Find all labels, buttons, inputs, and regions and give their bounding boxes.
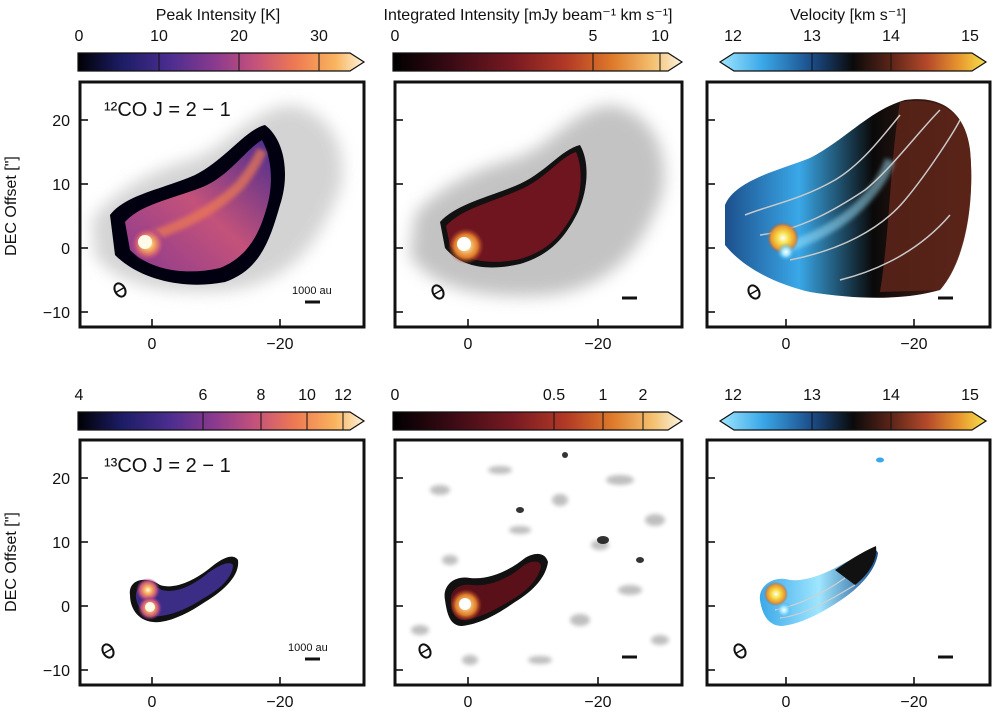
colorbar-integrated-13co: 0 0.5 1 2 <box>391 387 684 431</box>
colorbar-tick-label: 0 <box>391 387 400 404</box>
colorbar-peak-13co: 4 6 8 10 12 <box>75 387 366 431</box>
colorbar-tick-label: 12 <box>724 387 742 404</box>
x-tick-label: −20 <box>584 694 611 711</box>
scale-bar-label: 1000 au <box>288 642 328 654</box>
x-tick-label: −20 <box>900 694 927 711</box>
panel-frame <box>705 438 992 687</box>
colorbar-tick-label: 20 <box>230 28 248 45</box>
colorbar-gradient <box>392 52 684 72</box>
colorbar-velocity-13co: 12 13 14 15 <box>718 387 988 431</box>
x-tick-label: −20 <box>584 336 611 353</box>
panel-13co-peak-intensity: ¹³CO J = 2 − 1 1000 au <box>78 438 366 687</box>
colorbar-tick-label: 13 <box>803 387 821 404</box>
colorbar-tick-label: 4 <box>75 387 84 404</box>
colorbar-gradient <box>77 411 366 431</box>
x-tick-label: 0 <box>464 336 473 353</box>
colorbar-tick-label: 0 <box>391 28 400 45</box>
y-tick-label: 0 <box>61 599 70 616</box>
panel-12co-peak-intensity: ¹²CO J = 2 − 1 1000 au <box>78 80 366 329</box>
x-tick-label: 0 <box>782 336 791 353</box>
colorbar-peak-12co: Peak Intensity [K] 0 10 20 30 <box>75 7 366 72</box>
colorbar-tick-label: 5 <box>589 28 598 45</box>
x-tick-label: 0 <box>148 694 157 711</box>
panel-13co-integrated-intensity <box>393 438 684 687</box>
panel-frame <box>705 80 992 329</box>
panel-frame <box>78 80 366 329</box>
y-tick-label: 20 <box>52 471 70 488</box>
colorbar-gradient <box>392 411 684 431</box>
colorbar-title: Velocity [km s⁻¹] <box>790 7 906 24</box>
colorbar-tick-label: 6 <box>199 387 208 404</box>
colorbar-title: Integrated Intensity [mJy beam⁻¹ km s⁻¹] <box>384 7 673 24</box>
x-tick-label: −20 <box>900 336 927 353</box>
colorbar-tick-label: 14 <box>882 28 900 45</box>
molecule-label: ¹³CO J = 2 − 1 <box>104 455 231 477</box>
x-tick-label: 0 <box>464 694 473 711</box>
colorbar-tick-label: 10 <box>150 28 168 45</box>
colorbar-gradient <box>718 52 988 72</box>
panel-12co-velocity <box>705 80 992 329</box>
y-tick-label: −10 <box>43 663 70 680</box>
colorbar-gradient <box>718 411 988 431</box>
molecule-label: ¹²CO J = 2 − 1 <box>104 99 231 121</box>
colorbar-tick-label: 12 <box>724 28 742 45</box>
panel-12co-integrated-intensity <box>393 80 684 329</box>
colorbar-tick-label: 1 <box>599 387 608 404</box>
y-axis-label: DEC Offset ["] <box>3 156 20 256</box>
colorbar-tick-label: 14 <box>882 387 900 404</box>
colorbar-title: Peak Intensity [K] <box>156 7 281 24</box>
colorbar-gradient <box>77 52 366 72</box>
panel-frame <box>393 80 684 329</box>
panel-13co-velocity <box>705 438 992 687</box>
y-axis-label: DEC Offset ["] <box>3 512 20 612</box>
y-tick-label: 20 <box>52 113 70 130</box>
x-tick-label: −20 <box>266 336 293 353</box>
colorbar-tick-label: 13 <box>803 28 821 45</box>
colorbar-tick-label: 0.5 <box>543 387 565 404</box>
colorbar-tick-label: 8 <box>257 387 266 404</box>
colorbar-velocity-12co: Velocity [km s⁻¹] 12 13 14 15 <box>718 7 988 72</box>
y-tick-label: 10 <box>52 535 70 552</box>
colorbar-tick-label: 30 <box>310 28 328 45</box>
colorbar-tick-label: 15 <box>961 387 979 404</box>
colorbar-tick-label: 15 <box>961 28 979 45</box>
y-tick-label: 0 <box>61 241 70 258</box>
colorbar-tick-label: 10 <box>298 387 316 404</box>
y-tick-label: 10 <box>52 177 70 194</box>
colorbar-tick-label: 0 <box>75 28 84 45</box>
x-tick-label: −20 <box>266 694 293 711</box>
colorbar-tick-label: 12 <box>334 387 352 404</box>
colorbar-tick-label: 10 <box>651 28 669 45</box>
panel-frame <box>78 438 366 687</box>
y-tick-label: −10 <box>43 305 70 322</box>
scale-bar-label: 1000 au <box>292 285 332 297</box>
colorbar-tick-label: 2 <box>639 387 648 404</box>
colorbar-integrated-12co: Integrated Intensity [mJy beam⁻¹ km s⁻¹]… <box>384 7 684 72</box>
panel-frame <box>393 438 684 687</box>
x-tick-label: 0 <box>148 336 157 353</box>
x-tick-label: 0 <box>782 694 791 711</box>
